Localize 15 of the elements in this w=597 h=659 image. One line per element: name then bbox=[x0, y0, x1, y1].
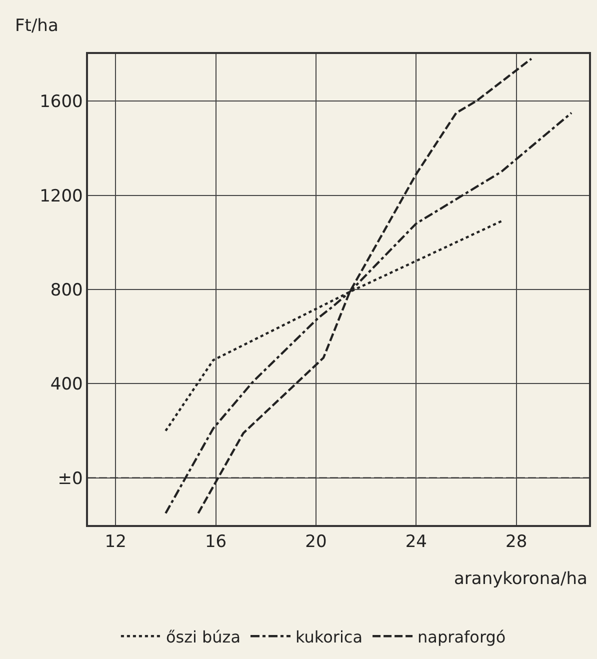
y-axis-title: Ft/ha bbox=[15, 16, 58, 36]
legend-label: őszi búza bbox=[166, 627, 241, 646]
y-tick-label: 1200 bbox=[40, 186, 83, 206]
y-tick-label: 1600 bbox=[40, 92, 83, 112]
y-tick-label: 400 bbox=[50, 374, 83, 395]
legend-label: napraforgó bbox=[418, 627, 506, 646]
y-tick-label: 800 bbox=[50, 280, 83, 300]
x-axis-title: aranykorona/ha bbox=[454, 569, 588, 589]
x-tick-label: 12 bbox=[104, 532, 126, 552]
x-tick-label: 16 bbox=[204, 532, 227, 552]
x-tick-label: 20 bbox=[305, 532, 327, 552]
x-tick-label: 24 bbox=[405, 532, 427, 552]
y-tick-label: ±0 bbox=[58, 468, 83, 489]
legend-label: kukorica bbox=[296, 627, 363, 646]
x-tick-label: 28 bbox=[506, 532, 528, 552]
